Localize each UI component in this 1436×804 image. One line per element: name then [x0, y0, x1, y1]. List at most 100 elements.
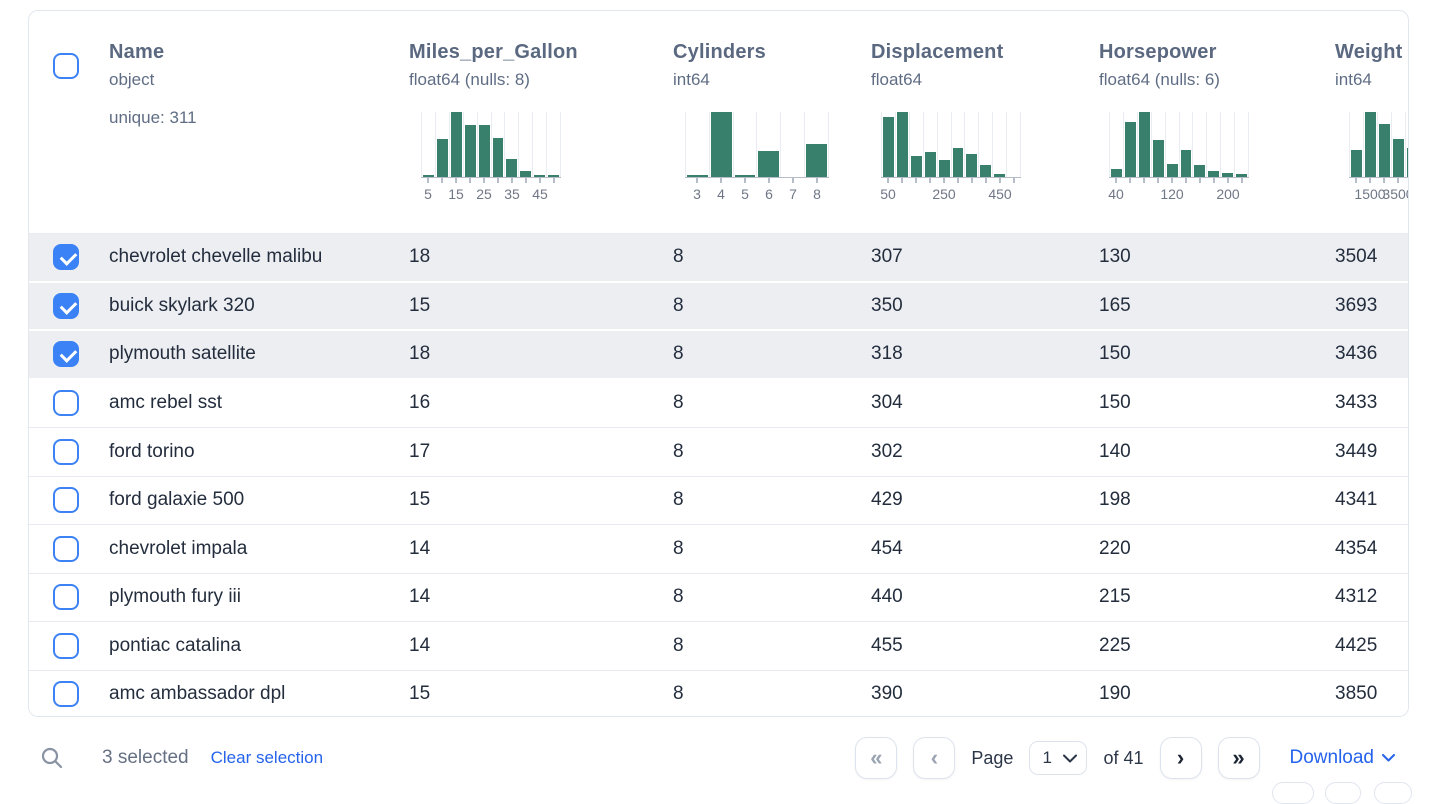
histogram-bar	[966, 153, 978, 177]
histogram-bin	[434, 112, 449, 177]
axis-tick	[720, 178, 722, 183]
histogram-bin	[908, 112, 923, 177]
histogram-bin	[922, 112, 937, 177]
histogram-bin	[780, 112, 804, 177]
axis-tick	[887, 178, 889, 183]
histogram-bar	[492, 138, 504, 177]
histogram-bin	[504, 112, 518, 177]
next-page-button[interactable]: ›	[1159, 737, 1202, 779]
row-checkbox[interactable]	[53, 244, 79, 271]
histogram-bar	[994, 174, 1006, 177]
column-dtype: int64	[673, 70, 710, 89]
row-checkbox[interactable]	[53, 632, 79, 659]
histogram-tick-labels: 50 250 450	[880, 186, 1021, 204]
histogram-axis	[421, 177, 561, 184]
cell-cyl: 8	[673, 683, 684, 705]
histogram-bin	[448, 112, 463, 177]
row-checkbox[interactable]	[53, 584, 79, 611]
cell-mpg: 14	[409, 537, 431, 559]
histogram-bar	[1378, 123, 1390, 177]
axis-tick	[525, 178, 527, 183]
column-header-hp: Horsepower float64 (nulls: 6) 40 120 200	[1099, 41, 1335, 233]
axis-tick	[696, 178, 698, 183]
row-checkbox[interactable]	[53, 487, 79, 514]
table-row: amc ambassador dpl 15 8 390 190 3850	[29, 670, 1408, 716]
axis-tick	[1213, 178, 1215, 183]
cell-weight: 3850	[1335, 683, 1378, 705]
histogram-bin	[1136, 112, 1151, 177]
partial-button[interactable]	[1374, 782, 1412, 804]
axis-tick	[1185, 178, 1187, 183]
histogram-axis	[685, 177, 829, 184]
histogram-bar	[1406, 147, 1408, 177]
total-pages-label: of 41	[1103, 747, 1144, 768]
axis-tick	[744, 178, 746, 183]
previous-page-button[interactable]: ‹	[913, 737, 956, 779]
clear-selection-link[interactable]: Clear selection	[210, 748, 324, 767]
histogram-bar	[952, 148, 964, 177]
histogram-bin	[881, 112, 895, 177]
row-checkbox[interactable]	[53, 438, 79, 465]
cell-disp: 302	[871, 440, 903, 462]
cell-cyl: 8	[673, 343, 684, 365]
axis-tick	[1227, 178, 1229, 183]
axis-tick	[985, 178, 987, 183]
histogram-bar	[910, 155, 922, 177]
axis-tick-label: 6	[765, 186, 773, 202]
axis-tick	[768, 178, 770, 183]
column-title: Displacement	[871, 41, 1004, 63]
axis-tick	[971, 178, 973, 183]
cell-disp: 440	[871, 586, 903, 608]
cell-weight: 3433	[1335, 392, 1378, 414]
page-number-select[interactable]: 1	[1029, 741, 1088, 775]
axis-tick	[553, 178, 555, 183]
axis-tick	[957, 178, 959, 183]
last-page-button[interactable]: »	[1217, 737, 1260, 779]
cell-weight: 3449	[1335, 440, 1378, 462]
histogram-bin	[1234, 112, 1250, 177]
partial-button[interactable]	[1272, 782, 1314, 804]
cell-mpg: 15	[409, 294, 431, 316]
axis-tick-label: 3500	[1382, 186, 1408, 202]
histogram-axis	[1109, 177, 1249, 184]
histogram-bar	[520, 170, 532, 177]
column-title: Miles_per_Gallon	[409, 41, 578, 63]
histogram-bar	[1351, 150, 1362, 177]
row-checkbox[interactable]	[53, 390, 79, 417]
previous-page-icon: ‹	[930, 745, 939, 770]
row-checkbox[interactable]	[53, 341, 79, 368]
row-checkbox[interactable]	[53, 292, 79, 319]
row-checkbox-cell	[29, 487, 109, 514]
partial-button[interactable]	[1325, 782, 1361, 804]
axis-tick	[1383, 178, 1385, 183]
axis-tick	[816, 178, 818, 183]
histogram-bin	[936, 112, 951, 177]
first-page-button[interactable]: «	[855, 737, 898, 779]
histogram-bin	[950, 112, 965, 177]
axis-tick-label: 200	[1216, 186, 1240, 202]
row-checkbox-cell	[29, 632, 109, 659]
row-checkbox[interactable]	[53, 681, 79, 708]
histogram-bar	[1392, 138, 1404, 177]
histogram-bars	[881, 112, 1022, 177]
pagination: « ‹ Page 1 of 41 › » Download	[855, 737, 1409, 779]
cell-cyl: 8	[673, 246, 684, 268]
column-title: Weight	[1335, 41, 1403, 63]
histogram-hp: 40 120 200	[1108, 112, 1250, 204]
column-header-name: Name object unique: 311	[109, 41, 409, 233]
histogram-bars	[1349, 112, 1408, 177]
row-checkbox-cell	[29, 438, 109, 465]
search-icon[interactable]	[40, 746, 64, 770]
download-menu-button[interactable]: Download	[1290, 747, 1395, 769]
histogram-tick-labels: 40 120 200	[1108, 186, 1249, 204]
histogram-bar	[450, 112, 462, 177]
histogram-bars	[421, 112, 562, 177]
cell-mpg: 14	[409, 586, 431, 608]
column-title: Horsepower	[1099, 41, 1217, 63]
row-checkbox[interactable]	[53, 535, 79, 562]
axis-tick	[455, 178, 457, 183]
row-checkbox-cell	[29, 244, 109, 271]
select-all-checkbox[interactable]	[53, 53, 79, 79]
page-number-value: 1	[1042, 748, 1052, 767]
